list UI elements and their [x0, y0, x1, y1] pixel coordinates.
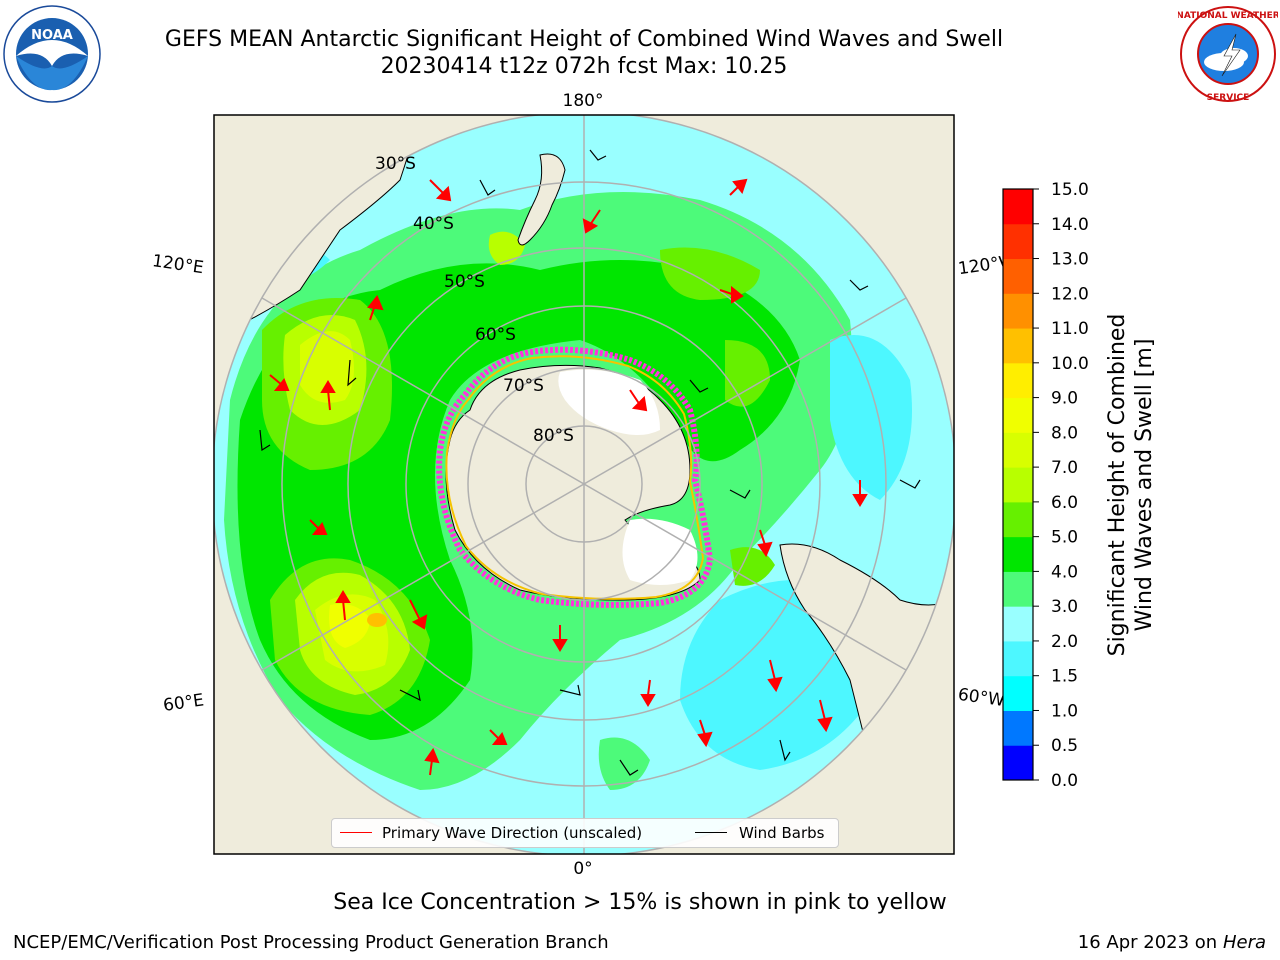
lat-label-80s: 80°S	[533, 426, 574, 446]
lon-label-0: 0°	[573, 859, 592, 879]
lon-label-60e: 60°E	[162, 690, 205, 715]
wind-barb	[779, 739, 791, 762]
wave-arrow	[767, 659, 783, 693]
new-zealand	[517, 153, 566, 246]
wind-barb	[259, 429, 271, 452]
wave-arrow	[269, 374, 290, 391]
wave-arrow	[582, 209, 601, 234]
wave-arrow	[729, 178, 748, 196]
sea-ice-edge-pink	[436, 346, 714, 608]
wave-arrows	[269, 178, 868, 776]
chart-subtitle: 20230414 t12z 072h fcst Max: 10.25	[380, 54, 788, 79]
wave-arrow	[367, 295, 384, 321]
wave-arrow	[320, 380, 336, 411]
wave-arrow	[335, 590, 351, 621]
wave-arrow	[719, 285, 744, 304]
map-legend: Primary Wave Direction (unscaled) Wind B…	[331, 818, 839, 848]
wave-arrow	[489, 729, 508, 745]
nws-logo: NATIONAL WEATHER SERVICE	[1178, 6, 1278, 103]
wave-arrow	[817, 699, 833, 733]
lon-label-120e: 120°E	[151, 251, 205, 278]
contour-9m	[329, 603, 370, 648]
wave-arrow	[640, 679, 656, 707]
wind-barb	[399, 689, 421, 702]
render-date-text: 16 Apr 2023 on	[1077, 932, 1223, 953]
noaa-logo-text: NOAA	[31, 28, 73, 43]
sea-ice-note: Sea Ice Concentration > 15% is shown in …	[333, 890, 947, 915]
sea-ice-edge-yellow	[445, 355, 705, 600]
chart-title: GEFS MEAN Antarctic Significant Height o…	[164, 27, 1004, 52]
wind-barb	[559, 684, 581, 696]
wave-arrow	[757, 529, 773, 558]
wind-barb	[849, 279, 869, 291]
lat-label-40s: 40°S	[413, 214, 454, 234]
lat-label-60s: 60°S	[475, 325, 516, 345]
lat-label-70s: 70°S	[503, 376, 544, 396]
legend-wave-label: Primary Wave Direction (unscaled)	[382, 824, 643, 842]
lon-label-180: 180°	[563, 91, 604, 111]
wave-arrow	[309, 519, 328, 535]
wave-arrow	[409, 599, 428, 630]
lon-label-120w: 120°W	[957, 251, 1017, 279]
nws-ring-text: NATIONAL WEATHER	[1178, 11, 1278, 21]
lat-label-50s: 50°S	[444, 272, 485, 292]
legend-wave-line	[340, 832, 372, 833]
noaa-logo: NOAA	[3, 5, 101, 103]
wave-arrow	[852, 480, 868, 507]
legend-barb-label: Wind Barbs	[739, 824, 825, 842]
legend-barb-line	[695, 832, 727, 833]
wind-barb	[619, 759, 639, 776]
contour-10m	[367, 613, 387, 627]
svg-text:SERVICE: SERVICE	[1207, 93, 1250, 103]
render-machine: Hera	[1222, 932, 1266, 953]
render-date: 16 Apr 2023 on Hera	[1078, 932, 1266, 953]
wind-barb	[729, 489, 751, 499]
map-frame	[213, 114, 955, 855]
lon-label-60w: 60°W	[957, 685, 1006, 711]
wind-barb	[479, 179, 496, 196]
wave-arrow	[629, 389, 648, 412]
latitude-labels: 30°S 40°S 50°S 60°S 70°S 80°S	[375, 154, 574, 446]
wind-barb	[589, 149, 607, 161]
wave-arrow	[429, 179, 452, 202]
wind-barbs	[259, 149, 921, 776]
wave-arrow	[697, 719, 713, 748]
producer-credit: NCEP/EMC/Verification Post Processing Pr…	[13, 932, 609, 953]
longitude-gridlines	[261, 115, 907, 854]
wave-arrow	[424, 747, 440, 776]
wind-barb	[689, 379, 709, 393]
wave-arrow	[552, 625, 568, 652]
wind-barb	[899, 479, 921, 489]
lat-label-30s: 30°S	[375, 154, 416, 174]
wind-barb	[347, 359, 357, 387]
